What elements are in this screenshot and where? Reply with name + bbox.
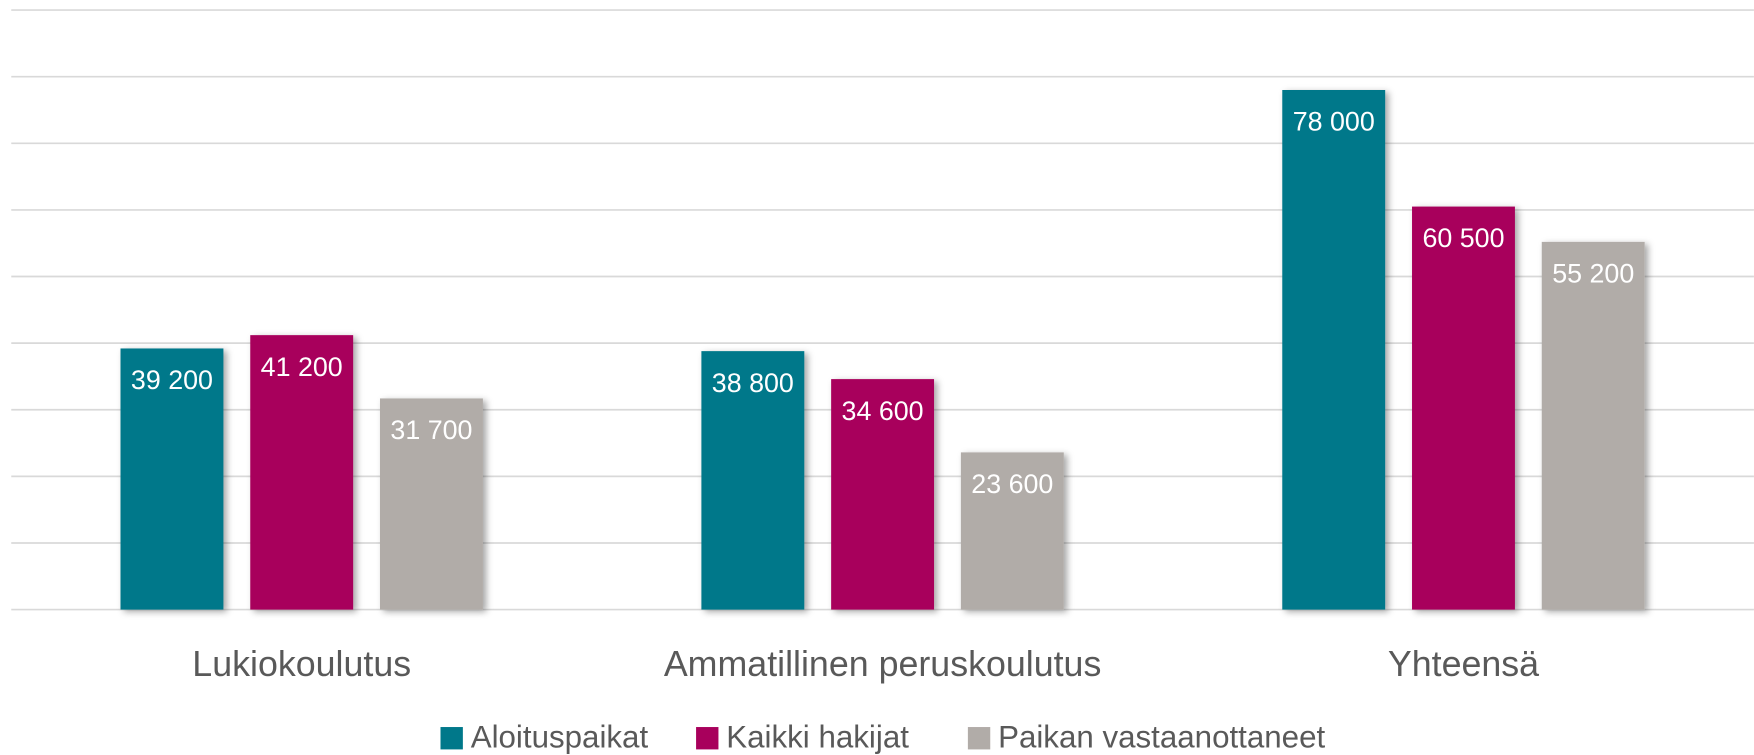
legend-swatch [696, 727, 719, 750]
data-label: 39 200 [131, 365, 213, 395]
bar [831, 379, 935, 610]
bar [120, 348, 224, 610]
x-tick-label: Yhteensä [1388, 644, 1539, 684]
data-label: 31 700 [390, 415, 472, 445]
bar [1282, 90, 1386, 610]
legend-swatch [440, 727, 463, 750]
legend-label: Paikan vastaanottaneet [998, 720, 1325, 755]
x-tick-label: Ammatillinen peruskoulutus [664, 644, 1102, 684]
bar [1541, 241, 1645, 610]
legend-label: Aloituspaikat [471, 720, 649, 755]
bar [701, 351, 805, 610]
x-tick-label: Lukiokoulutus [192, 644, 411, 684]
bar [250, 335, 354, 610]
bar [960, 452, 1064, 610]
data-label: 78 000 [1293, 107, 1375, 137]
data-label: 60 500 [1422, 223, 1504, 253]
data-label: 34 600 [842, 396, 924, 426]
data-label: 41 200 [261, 352, 343, 382]
bar [1412, 206, 1515, 610]
legend-label: Kaikki hakijat [726, 720, 909, 755]
legend-swatch [967, 727, 991, 750]
bar [380, 398, 483, 610]
data-label: 38 800 [712, 368, 794, 398]
data-label: 23 600 [971, 469, 1053, 499]
data-label: 55 200 [1552, 259, 1634, 289]
